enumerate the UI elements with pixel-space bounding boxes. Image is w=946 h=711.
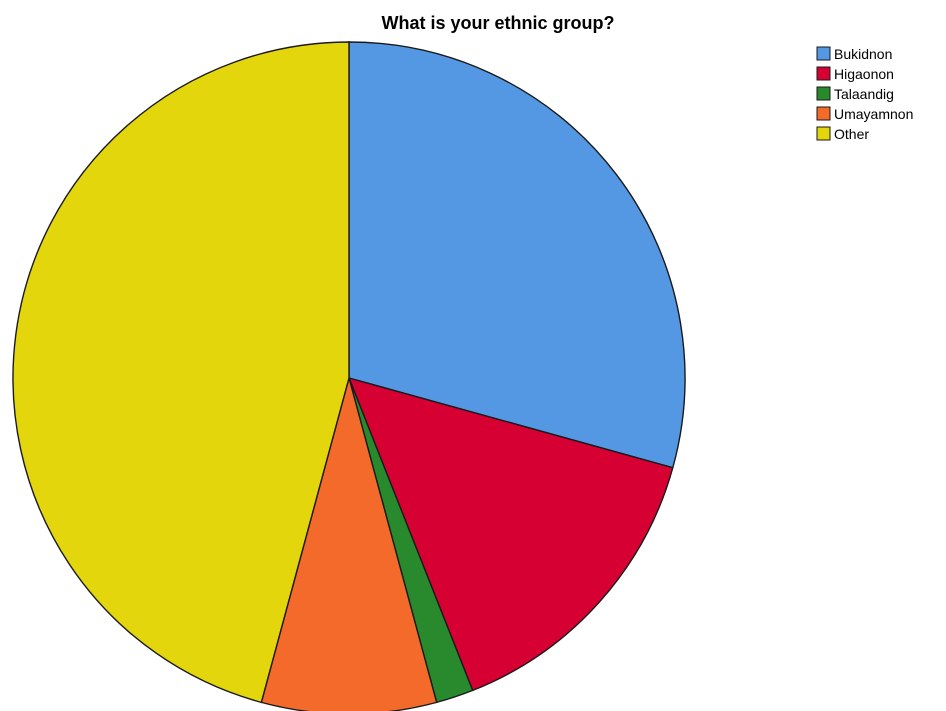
legend-swatch-umayamnon <box>816 106 831 121</box>
chart-title: What is your ethnic group? <box>382 13 615 33</box>
legend-label-higaonon: Higaonon <box>834 66 894 82</box>
legend-swatch-talaandig <box>816 86 831 101</box>
legend-label-talaandig: Talaandig <box>834 86 894 102</box>
pie-slice-bukidnon <box>348 41 686 469</box>
pie-slices <box>12 41 686 711</box>
legend-label-other: Other <box>834 126 869 142</box>
legend-label-bukidnon: Bukidnon <box>834 46 892 62</box>
legend-swatch-bukidnon <box>816 46 831 61</box>
pie-slice-higaonon <box>347 376 674 692</box>
legend-swatch-higaonon <box>816 66 831 81</box>
legend-swatch-other <box>816 126 831 141</box>
pie-slice-other <box>12 41 350 704</box>
legend-label-umayamnon: Umayamnon <box>834 106 913 122</box>
pie-slice-umayamnon <box>260 375 438 711</box>
chart-legend: Bukidnon Higaonon Talaandig Umayamnon Other <box>816 46 913 142</box>
